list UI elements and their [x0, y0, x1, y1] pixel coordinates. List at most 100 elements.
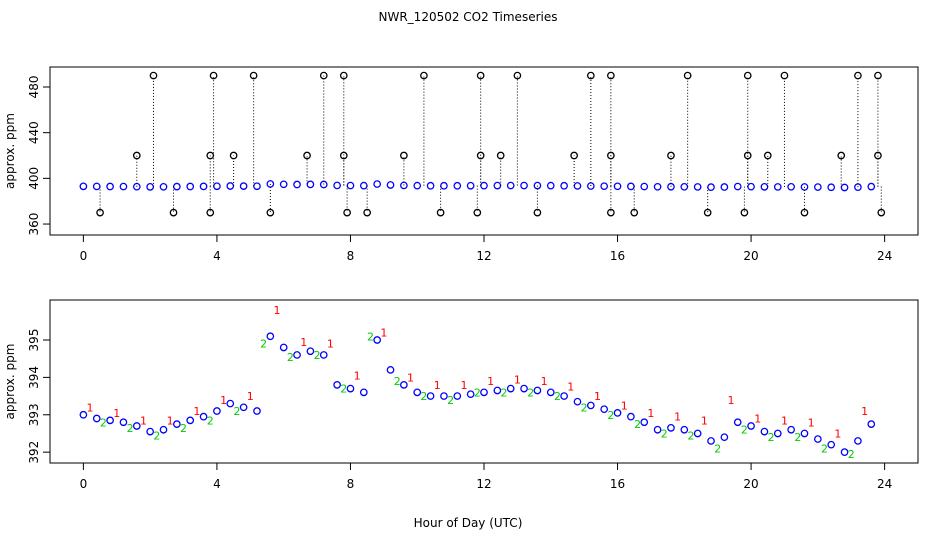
outlier-point [496, 151, 505, 160]
flag-point: 2 [501, 386, 508, 399]
outlier-point [319, 71, 328, 80]
data-point [640, 182, 649, 191]
data-point [333, 381, 341, 389]
flag-point: 1 [834, 427, 841, 440]
data-point [333, 181, 341, 190]
flag-point: 1 [701, 414, 708, 427]
y-tick-label: 394 [27, 366, 41, 389]
data-point [173, 182, 181, 191]
data-point [213, 182, 221, 191]
data-point [480, 181, 488, 190]
data-point [760, 183, 769, 191]
data-point [787, 182, 795, 191]
data-point [813, 435, 822, 443]
x-tick-label: 0 [80, 477, 88, 491]
flag-point: 1 [567, 381, 574, 394]
outlier-point [436, 208, 445, 217]
outlier-point [683, 71, 692, 80]
outlier-point [877, 208, 886, 217]
flag-point: 2 [554, 390, 561, 403]
flag-point: 1 [193, 405, 200, 418]
data-point [279, 180, 288, 189]
flag-point: 2 [741, 424, 748, 437]
data-point [92, 414, 101, 423]
flag-point: 1 [541, 375, 548, 388]
flag-point: 1 [247, 390, 254, 403]
data-point [359, 388, 368, 397]
y-tick-label: 393 [27, 403, 41, 426]
flag-point: 2 [233, 405, 240, 418]
flag-point: 2 [127, 422, 134, 435]
flag-point: 2 [848, 448, 855, 461]
data-point [359, 181, 368, 190]
data-point [173, 420, 181, 428]
y-tick-label: 360 [27, 213, 41, 236]
flag-point: 2 [420, 390, 427, 403]
data-point [213, 407, 221, 415]
x-axis-label: Hour of Day (UTC) [414, 516, 523, 530]
flag-point: 2 [314, 349, 321, 362]
data-point [440, 392, 448, 400]
data-point [132, 422, 141, 430]
outlier-point [533, 208, 542, 217]
flag-point: 1 [140, 414, 147, 427]
data-point [413, 181, 422, 190]
data-point [720, 433, 729, 442]
data-point [840, 183, 849, 192]
x-tick-label: 8 [347, 477, 355, 491]
data-point [546, 388, 555, 397]
data-point [827, 440, 836, 449]
outlier-point [703, 208, 712, 217]
data-point [106, 182, 114, 191]
data-point [199, 182, 208, 191]
data-point [453, 181, 462, 190]
outlier-point [476, 71, 485, 80]
data-point [279, 343, 288, 352]
data-point [239, 182, 248, 190]
data-point [800, 429, 809, 438]
data-point [92, 182, 101, 191]
data-point [293, 180, 301, 189]
data-point [586, 401, 595, 410]
data-point [400, 381, 408, 389]
data-point [520, 181, 528, 190]
data-point [640, 418, 649, 427]
data-point [827, 183, 836, 192]
outlier-point [763, 151, 772, 160]
data-point [493, 386, 502, 395]
x-tick-label: 0 [80, 249, 88, 263]
flag-point: 1 [460, 379, 467, 392]
data-point [506, 384, 515, 393]
flag-point: 2 [287, 351, 294, 364]
data-point [493, 181, 502, 190]
data-point [707, 183, 715, 191]
data-point [667, 424, 675, 432]
data-point [573, 182, 582, 190]
data-point [159, 182, 168, 191]
flag-point: 2 [367, 330, 374, 343]
outlier-point [343, 208, 351, 217]
x-tick-label: 8 [347, 249, 355, 263]
flag-point: 1 [647, 407, 654, 420]
data-point [386, 366, 395, 374]
data-point [106, 416, 114, 425]
flag-point: 1 [487, 375, 494, 388]
flag-point: 1 [434, 379, 441, 392]
data-point [239, 403, 248, 412]
flag-point: 1 [380, 327, 387, 340]
flag-point: 2 [687, 429, 694, 442]
data-point [306, 347, 315, 356]
data-point [266, 332, 275, 341]
outlier-point [229, 151, 238, 160]
data-point [426, 181, 435, 190]
outlier-point [874, 71, 882, 80]
data-point [560, 392, 568, 400]
outlier-point [837, 151, 846, 160]
y-tick-label: 392 [27, 441, 41, 464]
flag-point: 1 [861, 405, 868, 418]
data-point [600, 182, 609, 191]
data-point [773, 429, 782, 438]
flag-point: 2 [634, 418, 641, 431]
outlier-point [780, 71, 789, 80]
y-tick-label: 440 [27, 121, 41, 144]
